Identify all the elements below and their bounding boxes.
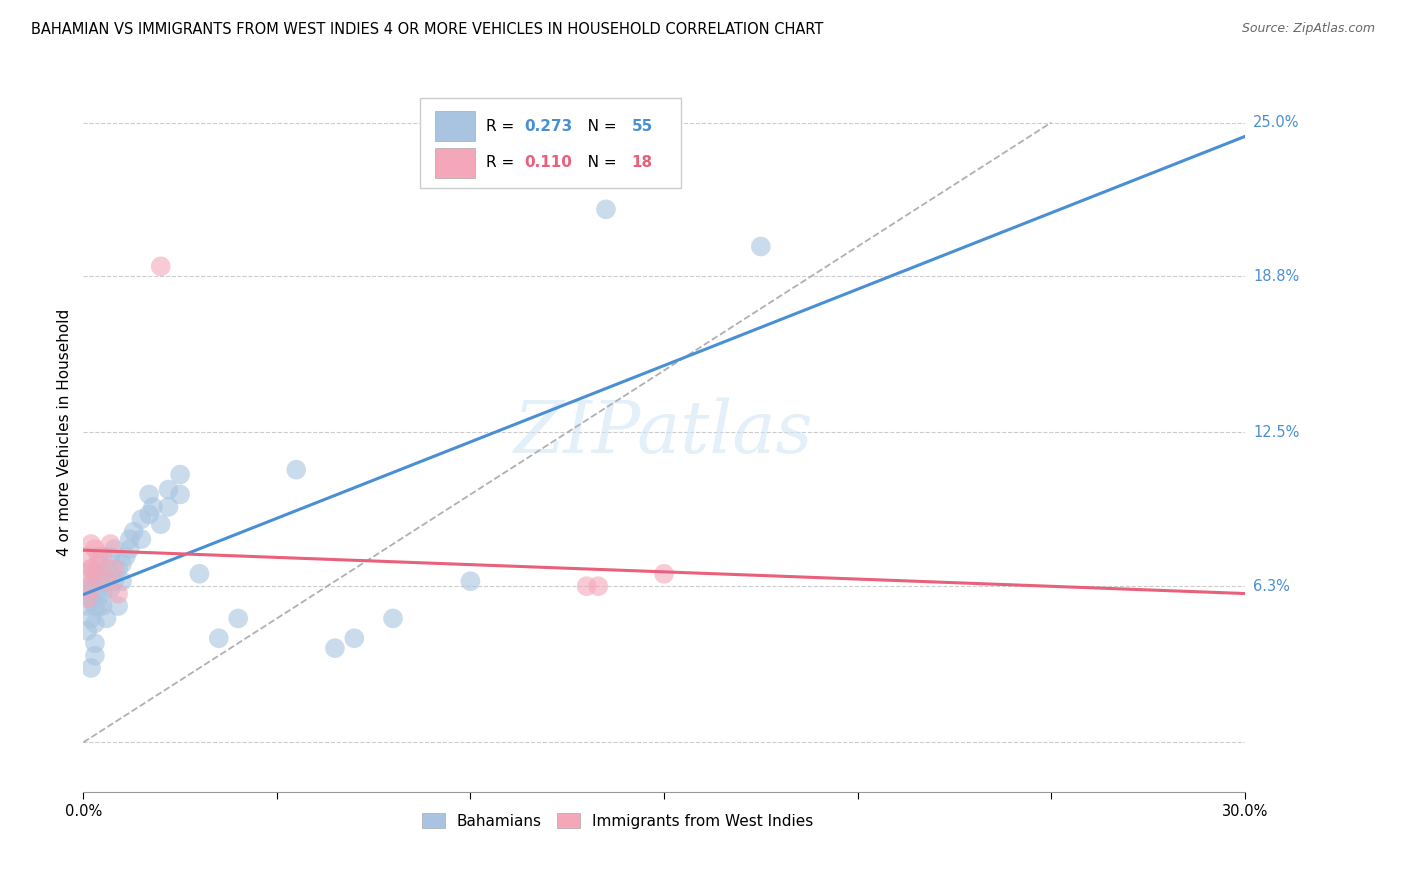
Point [111, 557, 134, 571]
Point [80, 562, 103, 576]
Point [76, 582, 98, 596]
Text: BAHAMIAN VS IMMIGRANTS FROM WEST INDIES 4 OR MORE VEHICLES IN HOUSEHOLD CORRELAT: BAHAMIAN VS IMMIGRANTS FROM WEST INDIES … [31, 22, 824, 37]
Point [107, 562, 129, 576]
Point [80, 661, 103, 675]
Point [169, 487, 191, 501]
Point [103, 574, 125, 589]
Text: 55: 55 [631, 119, 652, 134]
Point [80, 562, 103, 576]
Point [107, 599, 129, 613]
Point [84, 616, 107, 631]
Point [91, 566, 114, 581]
Point [84, 541, 107, 556]
Point [91, 549, 114, 564]
Point [100, 537, 122, 551]
Point [96, 611, 118, 625]
Point [285, 463, 308, 477]
Point [84, 566, 107, 581]
Point [87, 549, 110, 564]
Point [96, 562, 118, 576]
Point [80, 582, 103, 596]
Point [652, 566, 675, 581]
Point [103, 562, 125, 576]
Text: 0.273: 0.273 [524, 119, 572, 134]
Point [323, 641, 346, 656]
Point [87, 599, 110, 613]
Text: 25.0%: 25.0% [1253, 115, 1299, 130]
Point [91, 586, 114, 600]
Point [84, 566, 107, 581]
Point [749, 239, 772, 253]
Point [118, 532, 141, 546]
Point [188, 566, 211, 581]
Point [460, 574, 482, 589]
Text: 0.110: 0.110 [524, 155, 572, 170]
Point [586, 579, 609, 593]
Text: R =: R = [486, 119, 519, 134]
Point [76, 549, 98, 564]
Point [96, 574, 118, 589]
Y-axis label: 4 or more Vehicles in Household: 4 or more Vehicles in Household [58, 309, 72, 556]
Point [100, 549, 122, 564]
Point [76, 624, 98, 638]
Point [84, 599, 107, 613]
FancyBboxPatch shape [420, 98, 682, 188]
Point [131, 512, 153, 526]
Text: Source: ZipAtlas.com: Source: ZipAtlas.com [1241, 22, 1375, 36]
Point [87, 582, 110, 596]
Point [115, 549, 138, 564]
Point [149, 517, 172, 532]
Text: 18.8%: 18.8% [1253, 268, 1299, 284]
Point [118, 541, 141, 556]
Point [138, 487, 160, 501]
Point [84, 636, 107, 650]
Point [80, 611, 103, 625]
Text: 12.5%: 12.5% [1253, 425, 1299, 440]
Point [149, 260, 172, 274]
Point [76, 591, 98, 606]
Point [343, 632, 366, 646]
Point [80, 576, 103, 591]
Point [76, 566, 98, 581]
Point [226, 611, 249, 625]
Point [122, 524, 145, 539]
Point [142, 500, 165, 514]
Point [595, 202, 617, 217]
Point [100, 582, 122, 596]
Point [80, 537, 103, 551]
Point [157, 483, 180, 497]
Point [76, 599, 98, 613]
Point [87, 566, 110, 581]
Point [382, 611, 405, 625]
Text: R =: R = [486, 155, 519, 170]
Text: N =: N = [574, 119, 621, 134]
Point [80, 591, 103, 606]
Legend: Bahamians, Immigrants from West Indies: Bahamians, Immigrants from West Indies [416, 807, 820, 835]
FancyBboxPatch shape [436, 112, 475, 141]
Text: 6.3%: 6.3% [1253, 579, 1289, 594]
FancyBboxPatch shape [436, 148, 475, 178]
Point [111, 574, 134, 589]
Point [169, 467, 191, 482]
Text: ZIPatlas: ZIPatlas [515, 397, 814, 467]
Point [91, 599, 114, 613]
Point [84, 582, 107, 596]
Point [208, 632, 231, 646]
Point [103, 541, 125, 556]
Point [84, 648, 107, 663]
Point [87, 557, 110, 571]
Point [107, 586, 129, 600]
Point [575, 579, 598, 593]
Point [157, 500, 180, 514]
Point [138, 508, 160, 522]
Text: 18: 18 [631, 155, 652, 170]
Text: N =: N = [574, 155, 621, 170]
Point [131, 532, 153, 546]
